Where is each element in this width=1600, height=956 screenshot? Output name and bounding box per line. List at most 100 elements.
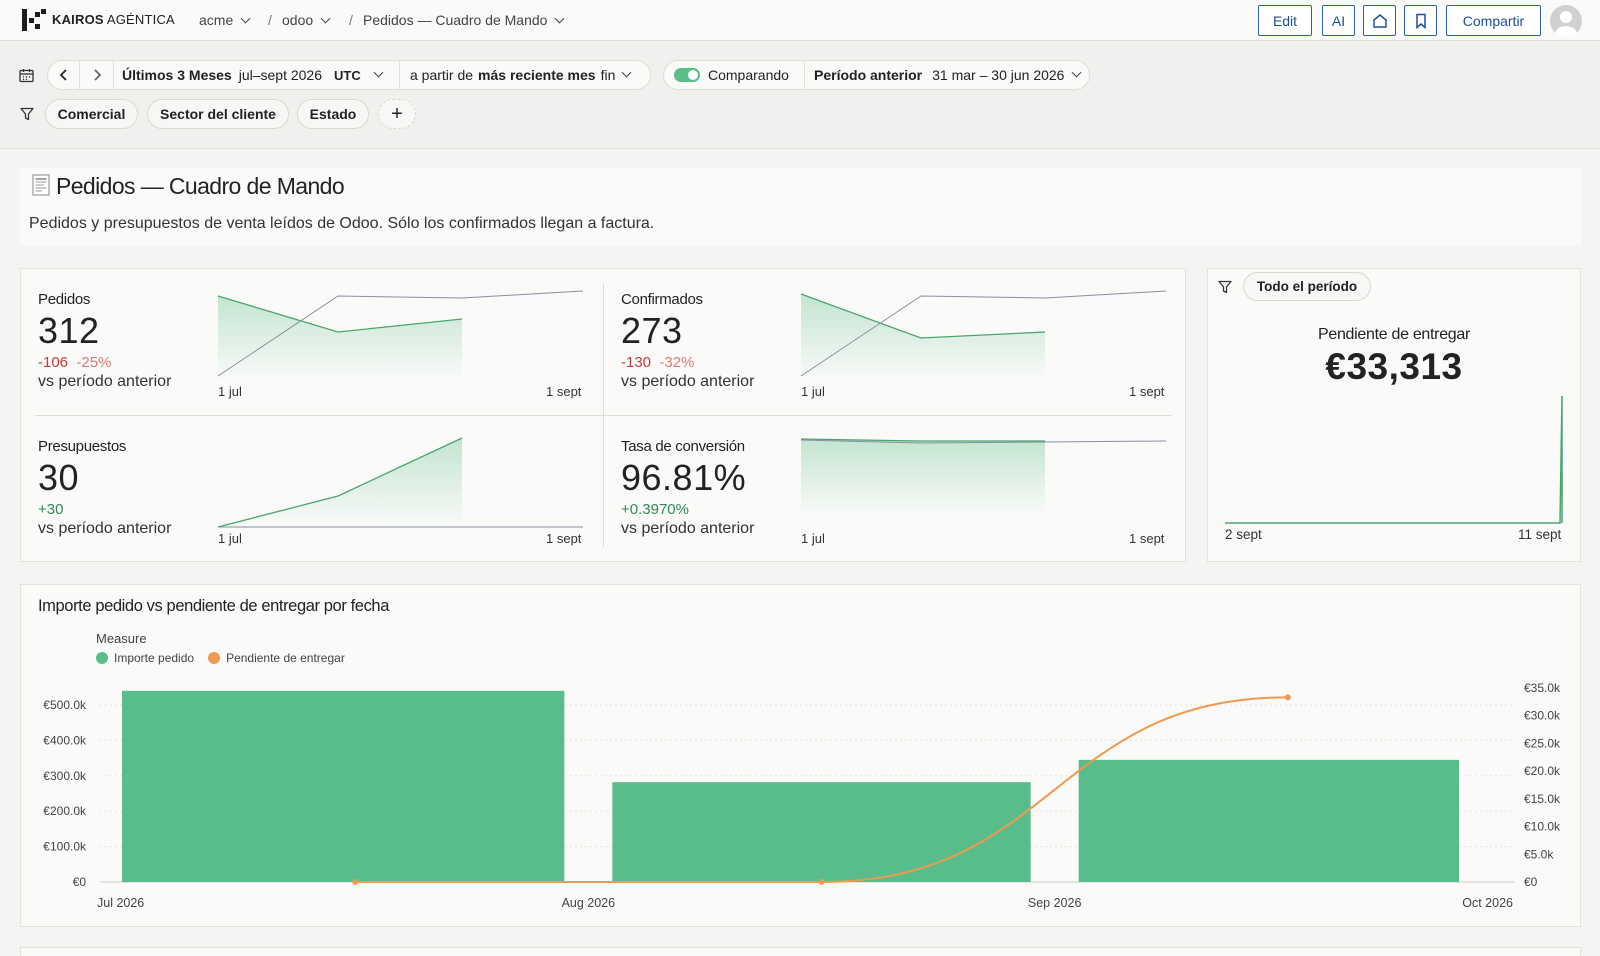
- anchor-suffix: fin: [600, 67, 616, 83]
- kpi-presupuestos-delta: +30: [38, 501, 64, 518]
- chevron-left-icon: [59, 69, 67, 81]
- x-tick: Jul 2026: [97, 896, 144, 910]
- filter-icon: [1218, 280, 1232, 294]
- previous-period-line: [217, 290, 584, 377]
- y-left-tick: €300.0k: [43, 769, 87, 783]
- ai-button[interactable]: AI: [1322, 5, 1355, 36]
- next-period-button[interactable]: [80, 61, 114, 89]
- legend: Importe pedido Pendiente de entregar: [96, 651, 345, 665]
- period-filter-pill[interactable]: Todo el período: [1243, 272, 1371, 301]
- y-left-tick: €500.0k: [43, 698, 87, 712]
- kpi-pedidos-delta: -106 -25%: [38, 354, 112, 371]
- date-range-picker: Últimos 3 Meses jul–sept 2026 UTC a part…: [47, 60, 651, 90]
- x-tick: Aug 2026: [562, 896, 616, 910]
- bar-importe-pedido: [1078, 759, 1459, 882]
- page-subtitle: Pedidos y presupuestos de venta leídos d…: [29, 215, 655, 232]
- previous-period-button[interactable]: [48, 61, 80, 89]
- breadcrumb-project[interactable]: odoo: [282, 12, 331, 28]
- filter-estado[interactable]: Estado: [297, 99, 369, 129]
- home-button[interactable]: [1363, 5, 1396, 36]
- kpi-presupuestos-x-end: 1 sept: [546, 531, 582, 546]
- y-right-tick: €25.0k: [1524, 736, 1561, 750]
- x-tick: Oct 2026: [1462, 896, 1513, 910]
- kpi-pedidos-sparkline: [217, 290, 584, 380]
- chevron-down-icon: [621, 67, 632, 77]
- kpi-pedidos-x-end: 1 sept: [546, 384, 582, 399]
- previous-period-line: [800, 290, 1167, 377]
- current-period-line: [217, 295, 463, 333]
- compare-toggle[interactable]: [674, 68, 700, 82]
- filter-comercial[interactable]: Comercial: [45, 99, 138, 129]
- anchor-selector[interactable]: a partir de más reciente mes fin: [400, 61, 632, 89]
- current-period-line: [217, 437, 463, 528]
- bar-importe-pedido: [612, 782, 1031, 882]
- legend-item-pendiente[interactable]: Pendiente de entregar: [226, 651, 345, 665]
- calendar-icon[interactable]: [19, 68, 34, 83]
- breadcrumb-org[interactable]: acme: [199, 12, 251, 28]
- y-left-tick: €200.0k: [43, 804, 87, 818]
- breadcrumb-separator: /: [268, 12, 272, 28]
- y-right-tick: €0: [1524, 875, 1538, 889]
- kpi-conversion-x-end: 1 sept: [1129, 531, 1165, 546]
- pending-line: [1225, 395, 1563, 524]
- chevron-down-icon: [373, 67, 384, 77]
- edit-button[interactable]: Edit: [1258, 5, 1312, 36]
- main-chart: €0 €100.0k €200.0k €300.0k €400.0k €500.0k €0 €…: [43, 681, 1561, 910]
- kpi-conversion-x-start: 1 jul: [801, 531, 825, 546]
- y-right-tick: €20.0k: [1524, 764, 1561, 778]
- bookmark-button[interactable]: [1404, 5, 1437, 36]
- timezone-label: UTC: [334, 67, 361, 83]
- y-right-tick: €15.0k: [1524, 792, 1561, 806]
- kpi-confirmados-sparkline: [800, 290, 1167, 380]
- y-right-tick: €10.0k: [1524, 820, 1561, 834]
- kairos-logo-icon[interactable]: [22, 9, 46, 31]
- breadcrumb-page[interactable]: Pedidos — Cuadro de Mando: [363, 12, 565, 28]
- pending-sparkline: [1225, 395, 1563, 524]
- point-pendiente-entregar: [818, 879, 825, 885]
- kpi-presupuestos-vs: vs período anterior: [38, 520, 172, 537]
- line-pendiente-entregar: [355, 696, 1288, 883]
- range-value: jul–sept 2026: [238, 67, 323, 83]
- kpi-conversion-delta: +0.3970%: [621, 501, 689, 518]
- main-chart-title: Importe pedido vs pendiente de entregar …: [38, 597, 389, 615]
- legend-swatch-importe: [96, 652, 108, 664]
- chevron-down-icon: [555, 13, 565, 24]
- avatar[interactable]: [1550, 5, 1582, 37]
- y-right-tick: €35.0k: [1524, 681, 1561, 695]
- share-button[interactable]: Compartir: [1446, 5, 1541, 36]
- kpi-presupuestos-value: 30: [38, 457, 80, 498]
- filter-sector-cliente[interactable]: Sector del cliente: [147, 99, 289, 129]
- current-period-line: [800, 293, 1046, 339]
- brand-name[interactable]: KAIROS AGÉNTICA: [52, 12, 175, 27]
- y-left-tick: €100.0k: [43, 840, 87, 854]
- previous-period-label: Período anterior: [814, 67, 923, 83]
- bookmark-icon: [1415, 13, 1426, 29]
- chevron-down-icon: [320, 13, 331, 24]
- previous-period-range: 31 mar – 30 jun 2026: [932, 67, 1065, 83]
- previous-period-line: [800, 439, 1167, 444]
- add-filter-button[interactable]: +: [378, 99, 416, 129]
- point-pendiente-entregar: [1284, 694, 1291, 701]
- legend-item-importe[interactable]: Importe pedido: [114, 651, 195, 665]
- chevron-down-icon: [240, 13, 251, 24]
- anchor-value: más reciente mes: [478, 67, 596, 83]
- pending-x-start: 2 sept: [1225, 527, 1262, 542]
- page-title: Pedidos — Cuadro de Mando: [56, 173, 345, 199]
- kpi-conversion-value: 96.81%: [621, 457, 747, 498]
- kpi-pedidos-x-start: 1 jul: [218, 384, 242, 399]
- pending-value: €33,313: [1325, 346, 1463, 387]
- kpi-pedidos-value: 312: [38, 310, 100, 351]
- next-panel: [20, 947, 1581, 956]
- compare-label: Comparando: [708, 67, 789, 83]
- dashboard-controls: [0, 41, 1600, 149]
- kpi-conversion-vs: vs período anterior: [621, 520, 755, 537]
- chevron-down-icon: [1072, 67, 1082, 77]
- range-label: Últimos 3 Meses: [122, 67, 232, 83]
- point-pendiente-entregar: [352, 879, 359, 885]
- range-selector[interactable]: Últimos 3 Meses jul–sept 2026 UTC: [114, 61, 400, 89]
- kpi-confirmados-label: Confirmados: [621, 291, 703, 308]
- previous-period-selector[interactable]: Período anterior 31 mar – 30 jun 2026: [804, 61, 1082, 89]
- y-left-tick: €0: [73, 875, 87, 889]
- anchor-prefix: a partir de: [410, 67, 474, 83]
- comparison-picker: Comparando Período anterior 31 mar – 30 …: [663, 60, 1090, 90]
